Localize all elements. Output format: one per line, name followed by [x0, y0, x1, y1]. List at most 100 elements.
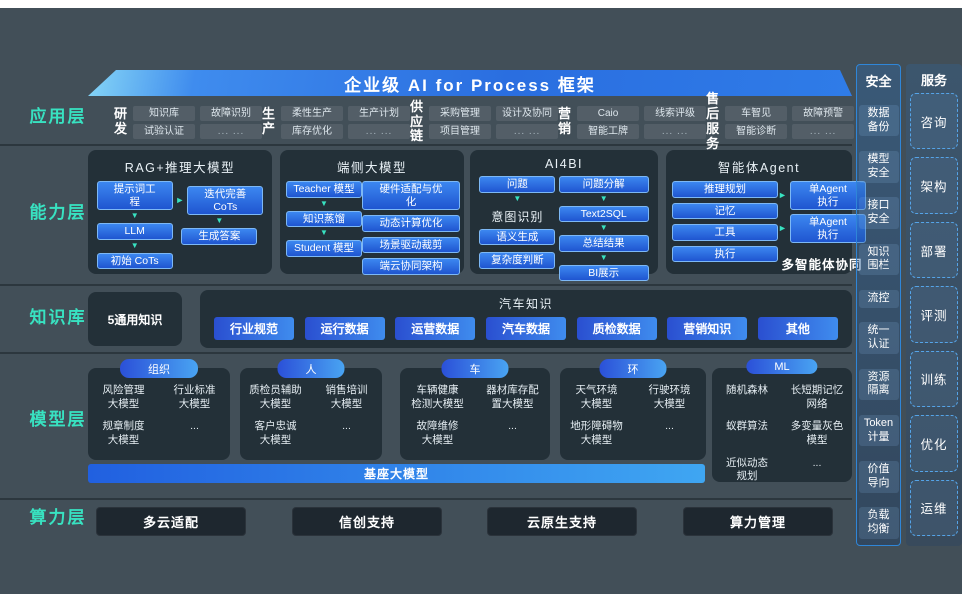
knowledge-chip: 汽车数据 — [485, 317, 566, 340]
app-item: 生产计划 — [348, 105, 411, 121]
app-item-more: ... ... — [792, 123, 855, 139]
app-item: 项目管理 — [429, 123, 492, 139]
model-item: 故障维修 大模型 — [416, 420, 459, 446]
security-column: 安全 数据 备份 模型 安全 接口 安全 知识 围栏 流控 统一 认证 资源 隔… — [856, 64, 901, 546]
layer-label-application: 应用层 — [29, 107, 87, 126]
rag-step-answer: 生成答案 — [181, 228, 258, 245]
multi-agent-note: 多智能体协同 — [781, 258, 863, 273]
compute-xinchuang: 信创支持 — [292, 507, 442, 536]
model-group-pill: 人 — [277, 359, 345, 378]
arrow-down-icon — [131, 212, 139, 221]
service-item: 训练 — [910, 350, 958, 408]
edge-distillation: 知识蒸馏 — [286, 210, 362, 228]
app-item-more: ... ... — [200, 123, 263, 139]
app-group-cells: 知识库 试验认证 故障识别 ... ... — [133, 105, 263, 139]
panel-rag-reasoning: RAG+推理大模型 提示词工 程 LLM 初始 CoTs 迭代完善 CoTs 生… — [88, 150, 272, 274]
arrow-right-icon — [778, 224, 787, 233]
app-item: 故障识别 — [200, 105, 263, 121]
panel-ai4bi: AI4BI 问题 意图识别 语义生成 复杂度判断 问题分解 Text2SQL 总… — [470, 150, 658, 282]
app-item: 柔性生产 — [281, 105, 344, 121]
model-item-more: ... — [190, 420, 199, 433]
app-group-cells: 车智见 智能诊断 故障预警 ... ... — [725, 105, 855, 139]
model-group-pill: ML — [746, 359, 818, 374]
knowledge-chip: 运行数据 — [304, 317, 385, 340]
security-item: 统一 认证 — [858, 322, 899, 354]
agent-execute: 执行 — [672, 245, 778, 263]
knowledge-chip: 其他 — [757, 317, 838, 340]
app-group-label: 营销 — [558, 106, 572, 136]
app-item: 智能诊断 — [725, 123, 788, 139]
panel-title: AI4BI — [544, 157, 584, 171]
model-item: 销售培训 大模型 — [325, 384, 368, 410]
app-group-after-sales: 售后 服务 车智见 智能诊断 故障预警 ... ... — [706, 91, 855, 152]
panel-title: 智能体Agent — [717, 161, 801, 175]
arrow-down-icon — [320, 200, 328, 209]
panel-title: 汽车知识 — [498, 297, 553, 311]
model-item: 风险管理 大模型 — [102, 384, 145, 410]
layer-divider — [0, 498, 852, 500]
arrow-down-icon — [600, 254, 608, 263]
panel-agent: 智能体Agent 推理规划 记忆 工具 执行 单Agent 执行 单Agent … — [666, 150, 866, 274]
security-item: Token 计量 — [858, 414, 899, 447]
foundation-model-banner: 基座大模型 — [88, 464, 705, 483]
security-item: 数据 备份 — [858, 104, 899, 137]
model-group-pill: 环 — [599, 359, 667, 378]
layer-label-model: 模型层 — [29, 410, 87, 429]
auto-knowledge-panel: 汽车知识 行业规范 运行数据 运营数据 汽车数据 质检数据 营销知识 其他 — [200, 290, 852, 348]
agent-planning: 推理规划 — [672, 181, 778, 198]
services-column-title: 服务 — [920, 73, 947, 88]
rag-step-prompt: 提示词工 程 — [96, 181, 173, 211]
arrow-down-icon — [513, 195, 521, 204]
security-item: 负载 均衡 — [858, 507, 899, 539]
security-column-title: 安全 — [865, 74, 892, 89]
edge-student-model: Student 模型 — [286, 240, 362, 257]
model-item: 近似动态 规划 — [726, 456, 768, 483]
model-item: 车辆健康 检测大模型 — [411, 384, 464, 410]
model-group-vehicle: 车 车辆健康 检测大模型 器材库存配 置大模型 故障维修 大模型 ... — [400, 359, 550, 460]
edge-dynamic-compute: 动态计算优化 — [362, 215, 460, 232]
layer-divider — [0, 352, 852, 354]
model-item-more: ... — [812, 456, 822, 469]
model-group-ml: ML 随机森林 长短期记忆 网络 蚁群算法 多变量灰色 模型 近似动态 规划 .… — [712, 359, 852, 483]
model-item: 长短期记忆 网络 — [790, 384, 844, 410]
model-group-people: 人 质检员辅助 大模型 销售培训 大模型 客户忠诚 大模型 ... — [240, 359, 382, 460]
app-group-label: 售后 服务 — [706, 91, 720, 151]
security-item: 模型 安全 — [858, 151, 899, 183]
framework-title: 企业级 AI for Process 框架 — [344, 75, 596, 95]
security-item: 资源 隔离 — [858, 368, 899, 401]
model-item: 天气环境 大模型 — [575, 384, 618, 410]
compute-multicloud: 多云适配 — [96, 507, 246, 536]
compute-cloudnative: 云原生支持 — [487, 507, 637, 536]
app-group-supply-chain: 供应 链 采购管理 项目管理 设计及协同 ... ... — [410, 99, 559, 145]
service-item: 咨询 — [910, 93, 958, 150]
compute-management: 算力管理 — [683, 507, 833, 536]
app-item-more: ... ... — [644, 123, 707, 139]
app-item: 故障预警 — [792, 105, 855, 121]
service-item: 运维 — [910, 479, 958, 536]
service-item: 架构 — [910, 157, 958, 214]
model-group-pill: 车 — [441, 359, 509, 378]
app-group-production: 生产 柔性生产 库存优化 生产计划 ... ... — [262, 105, 411, 139]
service-item: 评测 — [910, 286, 958, 343]
bi-semantic-generation: 语义生成 — [479, 228, 556, 246]
app-group-cells: Caio 智能工牌 线索评级 ... ... — [577, 105, 707, 139]
panel-edge-model: 端侧大模型 Teacher 模型 知识蒸馏 Student 模型 硬件适配与优 … — [280, 150, 464, 275]
app-item: 知识库 — [133, 105, 196, 121]
knowledge-chip: 行业规范 — [214, 317, 294, 340]
model-group-pill: 组织 — [120, 359, 198, 378]
app-item-more: ... ... — [348, 123, 411, 139]
app-group-cells: 采购管理 项目管理 设计及协同 ... ... — [429, 105, 559, 139]
layer-divider — [0, 284, 852, 286]
app-group-rd: 研发 知识库 试验认证 故障识别 ... ... — [114, 105, 263, 139]
bi-complexity-judgement: 复杂度判断 — [479, 252, 556, 269]
layer-label-compute: 算力层 — [29, 508, 87, 527]
app-item: Caio — [577, 105, 640, 121]
app-group-marketing: 营销 Caio 智能工牌 线索评级 ... ... — [558, 105, 707, 139]
app-group-label: 生产 — [262, 106, 276, 136]
layer-label-knowledge: 知识库 — [29, 308, 87, 327]
model-item-more: ... — [342, 420, 351, 433]
arrow-down-icon — [131, 242, 139, 251]
services-column: 服务 咨询 架构 部署 评测 训练 优化 运维 — [906, 64, 962, 546]
model-item: 行业标准 大模型 — [173, 384, 216, 410]
edge-hardware-opt: 硬件适配与优 化 — [362, 181, 460, 211]
